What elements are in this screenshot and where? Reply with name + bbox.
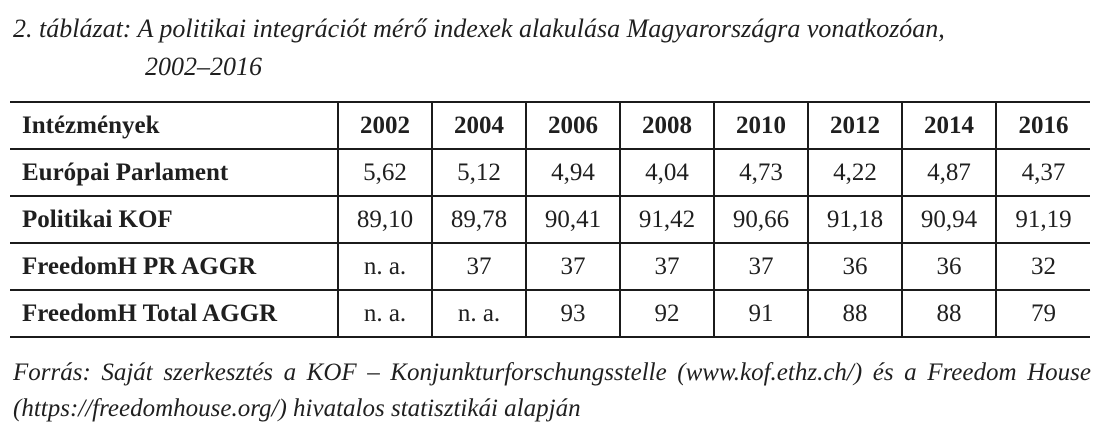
data-cell: 92	[619, 289, 714, 338]
year-column-header: 2010	[713, 101, 808, 150]
table-row: FreedomH PR AGGR n. a. 37 37 37 37 36 36 32	[10, 242, 1090, 291]
data-cell: 37	[525, 242, 620, 291]
data-cell: 36	[901, 242, 996, 291]
year-column-header: 2008	[619, 101, 714, 150]
data-cell: 4,37	[995, 148, 1090, 197]
data-cell: 89,78	[431, 195, 526, 244]
row-label: FreedomH Total AGGR	[10, 289, 338, 338]
data-cell: 5,62	[337, 148, 432, 197]
table-body: Európai Parlament 5,62 5,12 4,94 4,04 4,73 4,2…	[10, 148, 1090, 338]
data-cell: 91	[713, 289, 808, 338]
data-cell: 88	[901, 289, 996, 338]
year-column-header: 2004	[431, 101, 526, 150]
data-cell: 32	[995, 242, 1090, 291]
row-label: FreedomH PR AGGR	[10, 242, 338, 291]
source-note: Forrás: Saját szerkesztés a KOF – Konjun…	[13, 359, 1091, 422]
data-cell: 4,94	[525, 148, 620, 197]
data-cell: 90,94	[901, 195, 996, 244]
year-column-header: 2016	[995, 101, 1090, 150]
data-cell: 79	[995, 289, 1090, 338]
table-caption: 2. táblázat: A politikai integrációt mér…	[13, 10, 1090, 86]
data-cell: 36	[807, 242, 902, 291]
data-cell: n. a.	[337, 242, 432, 291]
column-header-row: Intézmények 2002 2004 2006 2008 2010 2012 2014 2…	[10, 101, 1090, 150]
year-column-header: 2006	[525, 101, 620, 150]
table-row: Politikai KOF 89,10 89,78 90,41 91,42 90,66 91…	[10, 195, 1090, 244]
row-label: Politikai KOF	[10, 195, 338, 244]
data-cell: 4,73	[713, 148, 808, 197]
data-cell: 4,87	[901, 148, 996, 197]
table-caption-line-2: 2002–2016	[145, 52, 262, 81]
table-row: Európai Parlament 5,62 5,12 4,94 4,04 4,73 4,2…	[10, 148, 1090, 197]
data-cell: 4,04	[619, 148, 714, 197]
data-cell: 5,12	[431, 148, 526, 197]
data-cell: 37	[713, 242, 808, 291]
row-label: Európai Parlament	[10, 148, 338, 197]
year-column-header: 2002	[337, 101, 432, 150]
data-cell: 91,19	[995, 195, 1090, 244]
data-cell: 93	[525, 289, 620, 338]
data-cell: n. a.	[337, 289, 432, 338]
data-cell: 90,41	[525, 195, 620, 244]
data-cell: 88	[807, 289, 902, 338]
data-cell: 37	[431, 242, 526, 291]
table-row: FreedomH Total AGGR n. a. n. a. 93 92 91 88 88 7…	[10, 289, 1090, 338]
year-column-header: 2014	[901, 101, 996, 150]
data-cell: 91,42	[619, 195, 714, 244]
indices-table: Intézmények 2002 2004 2006 2008 2010 2012 2014 2…	[10, 101, 1090, 338]
data-cell: 91,18	[807, 195, 902, 244]
row-label-column-header: Intézmények	[10, 101, 338, 150]
data-cell: 90,66	[713, 195, 808, 244]
table-caption-line-1: 2. táblázat: A politikai integrációt mér…	[13, 14, 945, 43]
data-cell: 37	[619, 242, 714, 291]
data-cell: n. a.	[431, 289, 526, 338]
data-cell: 4,22	[807, 148, 902, 197]
data-cell: 89,10	[337, 195, 432, 244]
year-column-header: 2012	[807, 101, 902, 150]
